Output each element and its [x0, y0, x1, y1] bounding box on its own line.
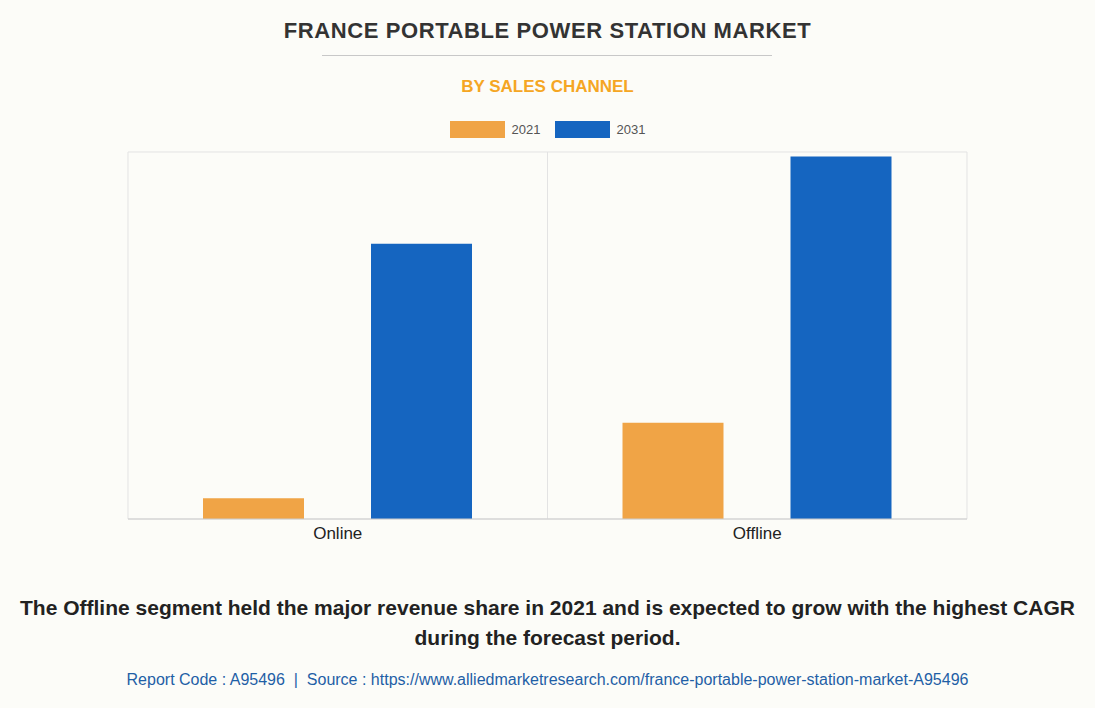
- html-text:FRANCE PORTABLE POWER STATION: FRANCE PORTABLE POWER STATION MARKET: [283, 18, 812, 43]
- html-text:2031: 2031: [616, 122, 646, 137]
- svg-text:Offline: Offline: [733, 524, 782, 543]
- html-text:2021: 2021: [511, 122, 541, 137]
- svg-text:Online: Online: [313, 524, 362, 543]
- html-text:The Offline segment held the m: The Offline segment held the major reven…: [20, 596, 1075, 649]
- html-text:Report Code : A95496 | Source: Report Code : A95496 | Source : https://…: [126, 671, 969, 688]
- html-text:BY SALES CHANNEL: BY SALES CHANNEL: [461, 77, 634, 96]
